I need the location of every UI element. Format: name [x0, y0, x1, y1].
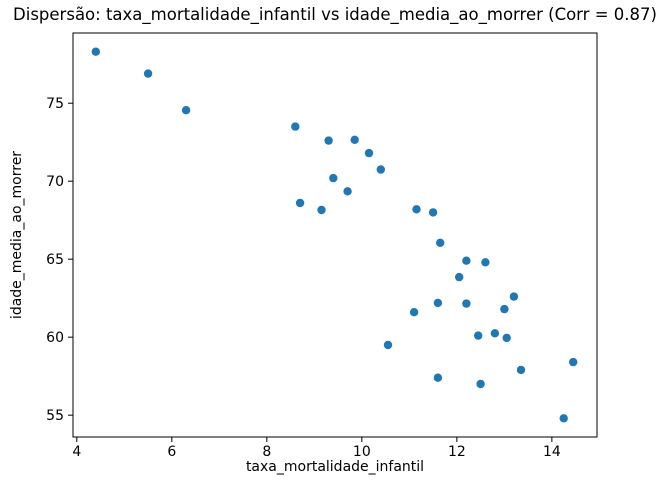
- data-point: [317, 205, 326, 215]
- x-tick-label: 14: [543, 444, 561, 460]
- x-axis-label: taxa_mortalidade_infantil: [245, 459, 425, 475]
- data-point: [462, 299, 471, 308]
- plot-frame: [72, 32, 598, 438]
- data-point: [433, 298, 443, 308]
- y-axis-label: idade_media_ao_morrer: [9, 150, 25, 320]
- data-point: [428, 208, 438, 217]
- data-point: [291, 122, 300, 131]
- data-point: [436, 238, 445, 247]
- data-point: [490, 329, 500, 338]
- x-tick-label: 10: [353, 444, 371, 460]
- y-tick-label: 75: [46, 96, 64, 112]
- y-tick-label: 55: [46, 408, 64, 424]
- data-point: [383, 340, 393, 350]
- data-point: [476, 379, 485, 389]
- data-point: [433, 373, 443, 382]
- data-point: [329, 173, 338, 183]
- data-point: [295, 198, 305, 208]
- x-tick-label: 8: [262, 444, 271, 460]
- data-point: [500, 304, 509, 314]
- data-point: [481, 258, 490, 267]
- data-point: [324, 136, 333, 145]
- data-point: [516, 365, 526, 375]
- data-point: [143, 69, 153, 78]
- y-tick-label: 70: [46, 174, 64, 190]
- x-tick-label: 4: [72, 444, 81, 460]
- data-point: [376, 165, 385, 174]
- data-point: [462, 256, 471, 265]
- chart-title: Dispersão: taxa_mortalidade_infantil vs …: [13, 5, 657, 24]
- x-tick-label: 12: [448, 444, 466, 460]
- data-point: [181, 106, 191, 115]
- data-point: [502, 333, 511, 343]
- data-point: [474, 331, 483, 340]
- data-point: [364, 148, 374, 158]
- data-point: [559, 414, 568, 423]
- data-point: [91, 47, 101, 56]
- data-point: [350, 135, 359, 144]
- data-point: [412, 205, 421, 214]
- y-tick-label: 65: [46, 252, 64, 268]
- data-point: [343, 187, 352, 196]
- data-point: [569, 357, 578, 367]
- data-point: [509, 292, 519, 301]
- y-tick-label: 60: [46, 330, 64, 346]
- x-tick-label: 6: [167, 444, 176, 460]
- data-point: [409, 308, 419, 317]
- data-point: [455, 272, 464, 282]
